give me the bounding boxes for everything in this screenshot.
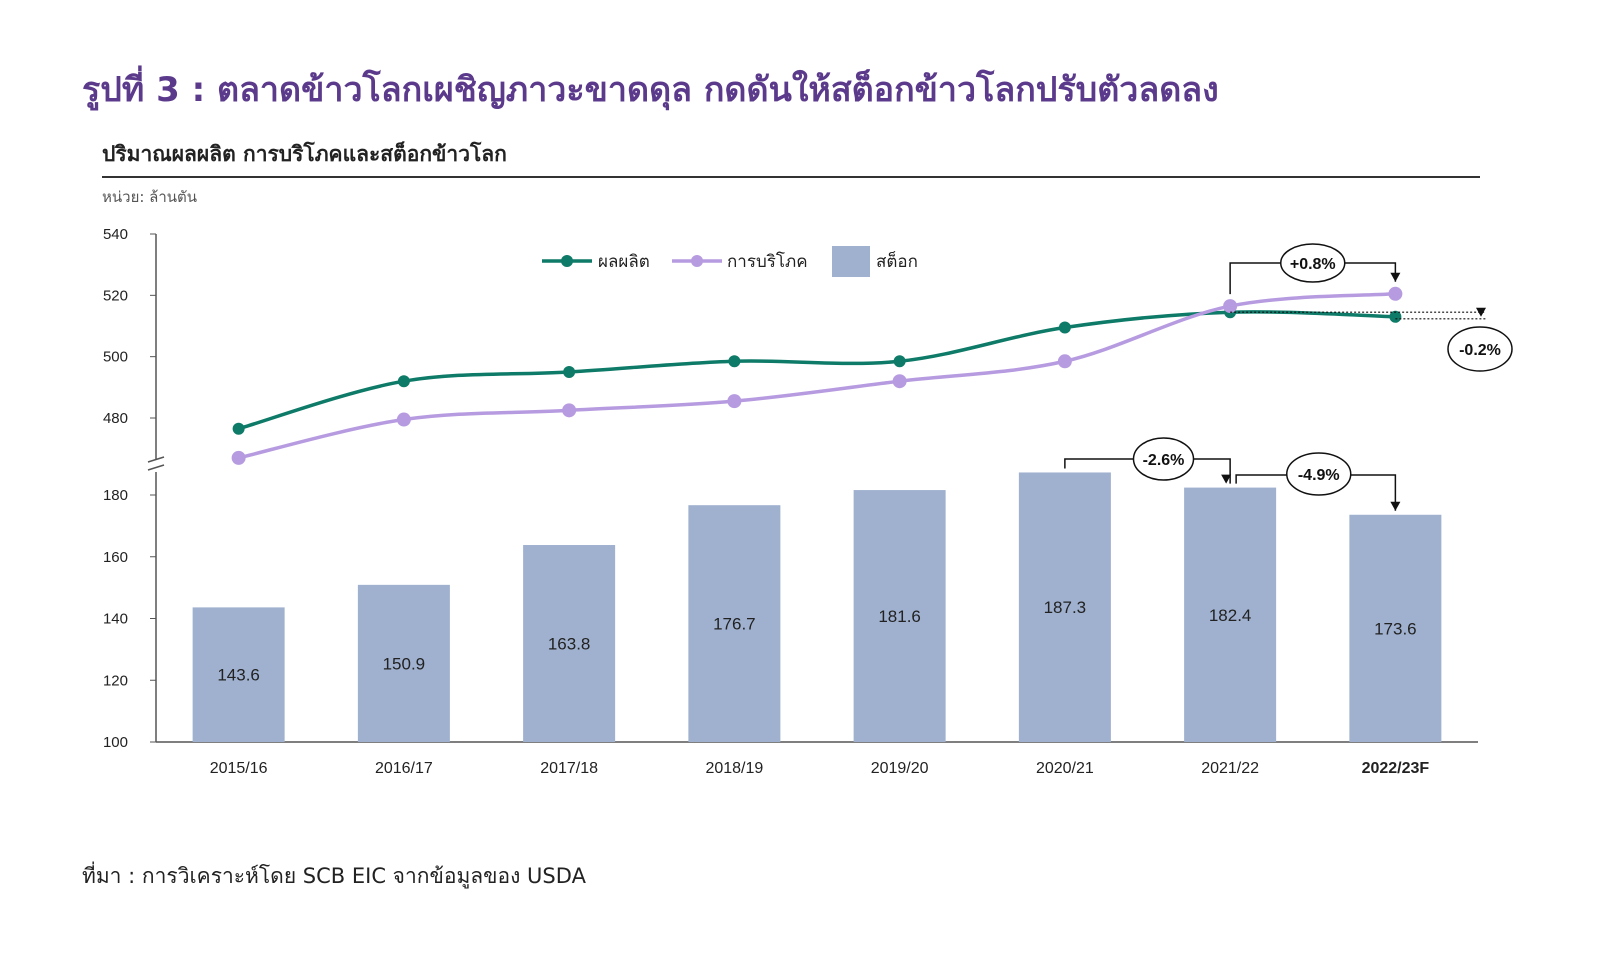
stock-change-2022-bubble <box>1286 452 1352 496</box>
consumption-point <box>892 374 907 389</box>
stock-bar <box>357 584 450 742</box>
consumption-point <box>1388 286 1403 301</box>
consumption-change-label: +0.8% <box>1290 256 1336 273</box>
consumption-point <box>231 450 246 465</box>
stock-bar-label: 150.9 <box>383 654 426 673</box>
arrow-head <box>1221 474 1232 484</box>
figure-title: รูปที่ 3 : ตลาดข้าวโลกเผชิญภาวะขาดดุล กด… <box>82 70 1219 110</box>
stock-bar-label: 173.6 <box>1374 619 1417 638</box>
consumption-change-bubble <box>1280 243 1346 283</box>
production-change-bubble <box>1447 326 1513 372</box>
stock-change-2021-bubble <box>1132 437 1195 481</box>
production-change-label: -0.2% <box>1459 342 1501 359</box>
stock-bar-label: 181.6 <box>878 607 921 626</box>
x-tick-label: 2022/23F <box>1362 760 1430 777</box>
production-point <box>893 355 906 368</box>
axis-break-mark <box>147 456 165 471</box>
stock-bar-label: 182.4 <box>1209 606 1252 625</box>
x-tick-label: 2019/20 <box>871 760 929 777</box>
title-divider <box>102 176 1480 178</box>
stock-bar-label: 176.7 <box>713 615 756 634</box>
x-tick-label: 2021/22 <box>1201 760 1259 777</box>
stock-bar <box>1184 487 1277 742</box>
y-tick-label-upper: 540 <box>103 226 128 243</box>
y-tick-label-lower: 120 <box>103 672 128 689</box>
arrow-head <box>1390 501 1401 511</box>
stock-bar <box>1018 472 1111 742</box>
y-tick-label-upper: 520 <box>103 287 128 304</box>
legend-production-marker <box>561 255 573 267</box>
y-tick-label-lower: 160 <box>103 549 128 566</box>
x-tick-label: 2016/17 <box>375 760 433 777</box>
y-tick-label-lower: 180 <box>103 487 128 504</box>
y-tick-label-upper: 500 <box>103 349 128 366</box>
arrow-head <box>1390 272 1401 282</box>
consumption-point <box>1057 354 1072 369</box>
x-tick-label: 2020/21 <box>1036 760 1094 777</box>
legend-stock-label: สต็อก <box>876 250 918 271</box>
production-point <box>397 375 410 388</box>
consumption-point <box>727 394 742 409</box>
production-point <box>728 355 741 368</box>
stock-bar-label: 143.6 <box>217 666 260 685</box>
y-tick-label-upper: 480 <box>103 410 128 427</box>
consumption-point <box>562 403 577 418</box>
consumption-point <box>1223 299 1238 314</box>
legend-production-label: ผลผลิต <box>598 252 650 271</box>
y-tick-label-lower: 140 <box>103 611 128 628</box>
stock-bar-label: 187.3 <box>1044 598 1087 617</box>
production-point <box>1058 321 1071 334</box>
stock-bar-label: 163.8 <box>548 635 591 654</box>
arrow-head <box>1476 307 1486 317</box>
production-line <box>238 310 1396 431</box>
legend-consumption-marker <box>691 255 703 267</box>
production-point <box>232 422 245 435</box>
production-point <box>1389 310 1402 323</box>
x-tick-label: 2018/19 <box>705 760 763 777</box>
source-note: ที่มา : การวิเคราะห์โดย SCB EIC จากข้อมู… <box>82 864 586 888</box>
x-tick-label: 2015/16 <box>210 760 268 777</box>
stock-bar <box>853 490 946 742</box>
stock-bar <box>1349 514 1442 742</box>
stock-change-2021-label: -2.6% <box>1143 452 1185 469</box>
stock-change-2022-label: -4.9% <box>1298 467 1340 484</box>
y-tick-label-lower: 100 <box>103 734 128 751</box>
legend-stock-swatch <box>832 246 870 277</box>
legend-consumption-label: การบริโภค <box>727 251 808 271</box>
consumption-point <box>396 412 411 427</box>
stock-bar <box>688 505 781 742</box>
x-tick-label: 2017/18 <box>540 760 598 777</box>
production-point <box>563 366 576 378</box>
consumption-line <box>238 292 1396 460</box>
chart-title: ปริมาณผลผลิต การบริโภคและสต็อกข้าวโลก <box>102 142 507 166</box>
stock-bar <box>523 545 616 742</box>
unit-label: หน่วย: ล้านตัน <box>102 188 198 206</box>
stock-bar <box>192 607 285 742</box>
